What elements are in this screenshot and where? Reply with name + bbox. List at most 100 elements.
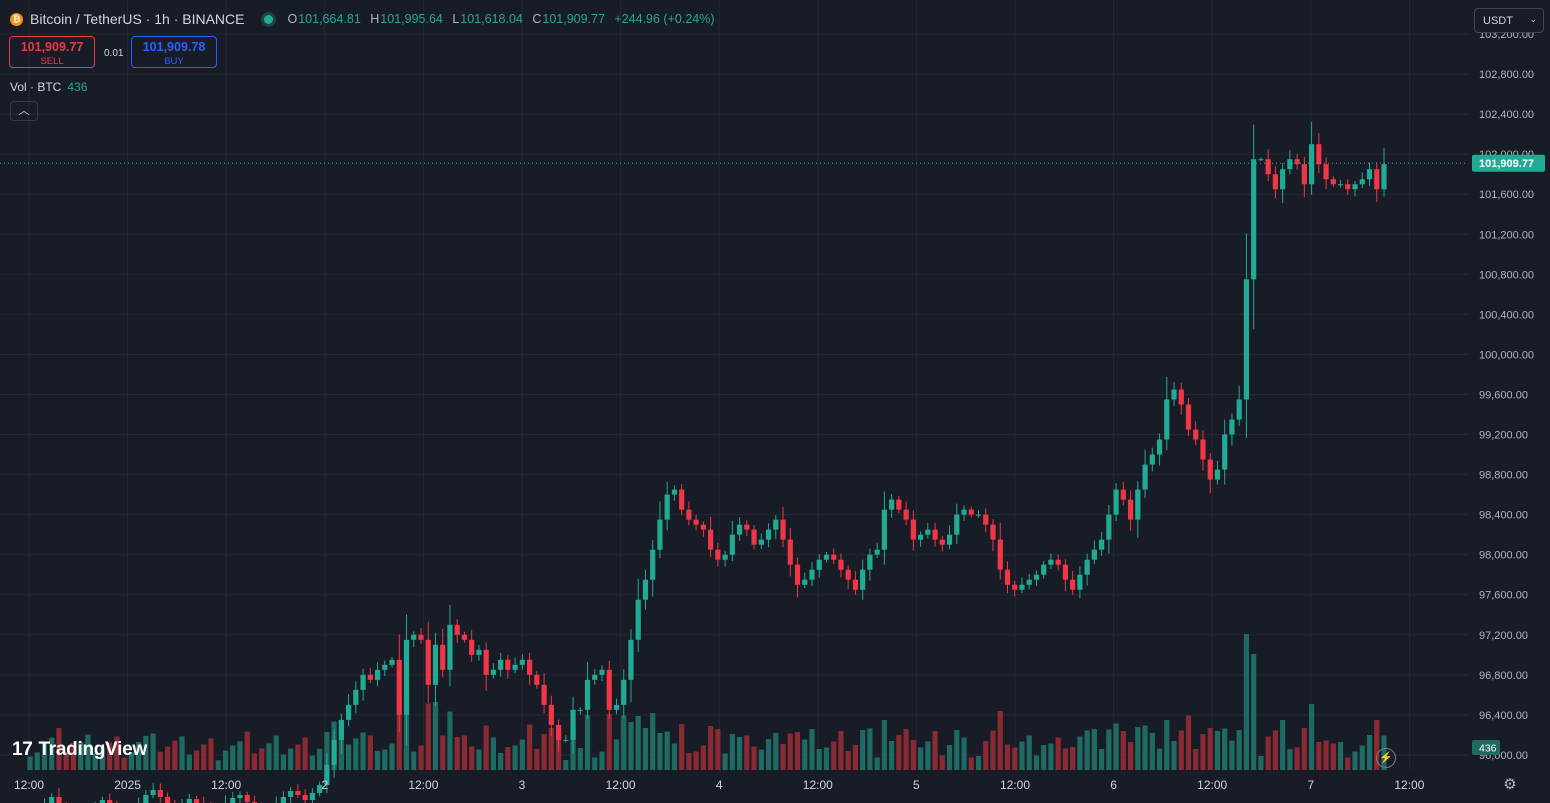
candle-body bbox=[1185, 404, 1192, 430]
candle-body bbox=[541, 684, 547, 705]
price-tick-label: 98,400.00 bbox=[1479, 510, 1528, 522]
volume-bar bbox=[1106, 729, 1112, 770]
market-open-icon bbox=[264, 14, 274, 24]
volume-bar bbox=[802, 739, 808, 770]
volume-bar bbox=[1337, 742, 1344, 770]
volume-bar bbox=[92, 752, 98, 770]
candle-body bbox=[331, 739, 337, 765]
price-tick-label: 98,000.00 bbox=[1479, 550, 1528, 562]
spread-value: 0.01 bbox=[104, 48, 124, 59]
time-tick-label: 2025 bbox=[114, 778, 141, 792]
candle-body bbox=[1033, 574, 1040, 580]
sell-button[interactable]: 101,909.77 SELL bbox=[9, 36, 95, 68]
volume-bar bbox=[411, 751, 417, 770]
volume-bar bbox=[483, 725, 489, 770]
candle-body bbox=[469, 639, 475, 655]
price-tick-label: 101,200.00 bbox=[1479, 229, 1534, 241]
low-label: L bbox=[452, 12, 460, 26]
volume-bar bbox=[1352, 751, 1358, 770]
candle-body bbox=[1193, 429, 1199, 440]
candle-body bbox=[852, 579, 859, 590]
candle-body bbox=[150, 789, 156, 795]
volume-bar bbox=[302, 737, 308, 770]
volume-bar bbox=[317, 748, 323, 770]
candle-body bbox=[831, 554, 837, 560]
volume-bar bbox=[99, 747, 106, 770]
candle-body bbox=[606, 669, 612, 710]
price-tags: 101,909.77 436 bbox=[1472, 154, 1545, 755]
volume-bar bbox=[107, 742, 113, 770]
volume-bar bbox=[932, 731, 938, 770]
price-axis[interactable]: 96,000.0096,400.0096,800.0097,200.0097,6… bbox=[1479, 29, 1534, 762]
close-label: C bbox=[532, 12, 542, 26]
collapse-legend-button[interactable]: ︿ bbox=[10, 101, 38, 121]
volume-bar bbox=[367, 735, 373, 770]
volume-bar bbox=[577, 748, 583, 770]
candle-body bbox=[1323, 164, 1329, 180]
volume-bar bbox=[295, 744, 301, 770]
time-tick-label: 4 bbox=[716, 778, 723, 792]
candle-body bbox=[802, 579, 808, 585]
currency-select[interactable]: USDT ⌄ bbox=[1474, 8, 1544, 33]
volume-bar bbox=[599, 751, 605, 770]
candle-body bbox=[519, 659, 525, 665]
volume-bar bbox=[1272, 730, 1278, 770]
candle-body bbox=[787, 539, 793, 565]
volume-bar bbox=[642, 728, 649, 770]
candle-body bbox=[353, 689, 359, 705]
symbol-title[interactable]: Bitcoin / TetherUS · 1h · BINANCE bbox=[30, 11, 245, 27]
volume-bar bbox=[736, 737, 743, 770]
candle-body bbox=[1200, 439, 1206, 460]
volume-bar bbox=[823, 747, 830, 770]
candle-body bbox=[729, 534, 735, 555]
candle-body bbox=[157, 789, 163, 797]
candle-body bbox=[823, 554, 830, 560]
candle-body bbox=[1265, 159, 1271, 175]
volume-bar bbox=[85, 734, 91, 770]
candle-body bbox=[679, 489, 685, 510]
volume-bar bbox=[1265, 736, 1271, 770]
candle-body bbox=[932, 529, 938, 540]
volume-bar bbox=[722, 753, 728, 770]
volume-bar bbox=[997, 711, 1003, 770]
candle-body bbox=[396, 659, 402, 715]
volume-bar bbox=[128, 752, 134, 770]
candle-body bbox=[1156, 439, 1163, 455]
volume-bar bbox=[1062, 748, 1069, 770]
candle-body bbox=[1330, 179, 1336, 185]
candle-body bbox=[968, 509, 974, 515]
candle-body bbox=[548, 704, 554, 725]
volume-legend[interactable]: Vol · BTC 436 bbox=[10, 80, 87, 94]
lightning-icon[interactable]: ⚡ bbox=[1376, 748, 1396, 768]
candle-body bbox=[700, 524, 706, 530]
candle-body bbox=[237, 794, 243, 798]
candle-body bbox=[881, 509, 887, 550]
candle-body bbox=[1366, 169, 1373, 180]
volume-bar bbox=[1287, 749, 1293, 770]
volume-bar bbox=[787, 733, 793, 770]
time-axis[interactable]: 12:00 2025 12:00 2 12:00 3 12:00 4 12:00 5 12:00 6 1… bbox=[14, 778, 1425, 792]
volume-bar bbox=[1171, 741, 1177, 770]
candle-body bbox=[1337, 184, 1344, 186]
candle-body bbox=[693, 519, 699, 525]
time-tick-label: 12:00 bbox=[1197, 778, 1227, 792]
volume-bar bbox=[172, 740, 178, 770]
volume-bar bbox=[896, 735, 902, 770]
candle-body bbox=[1164, 399, 1170, 440]
candle-body bbox=[49, 796, 55, 803]
tradingview-logo[interactable]: 17 TradingView bbox=[12, 739, 147, 761]
volume-bar bbox=[794, 732, 801, 770]
buy-button[interactable]: 101,909.78 BUY bbox=[131, 36, 217, 68]
volume-bar bbox=[34, 752, 40, 770]
gear-icon[interactable]: ⚙ bbox=[1503, 776, 1517, 793]
candle-body bbox=[1012, 584, 1018, 590]
time-tick-label: 2 bbox=[321, 778, 328, 792]
volume-bar bbox=[1185, 715, 1192, 770]
candle-body bbox=[425, 639, 431, 685]
candle-body bbox=[230, 797, 236, 803]
candle-body bbox=[1135, 489, 1141, 520]
volume-bar bbox=[461, 735, 468, 770]
volume-bar bbox=[41, 743, 48, 770]
candle-body bbox=[1026, 579, 1032, 585]
